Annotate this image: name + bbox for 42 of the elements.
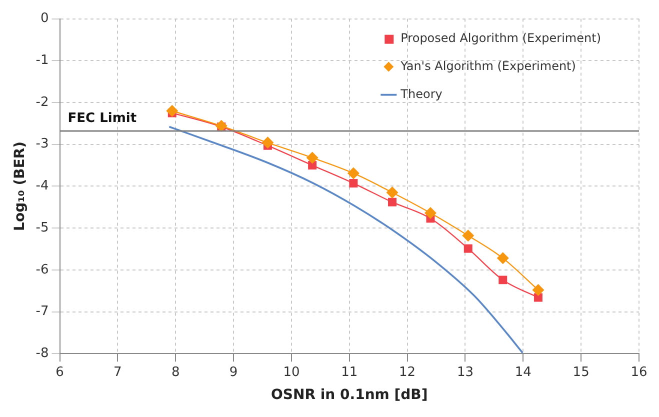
line-series — [168, 126, 524, 354]
point — [462, 230, 474, 242]
x-tick-label: 10 — [283, 364, 300, 380]
point — [306, 152, 318, 164]
y-axis-title: Log₁₀ (BER) — [12, 141, 28, 231]
y-tick-label: -1 — [36, 53, 49, 68]
x-tick-label: 6 — [56, 364, 64, 380]
x-tick-label: 7 — [114, 364, 122, 380]
point — [262, 136, 274, 149]
y-tick-label: -6 — [36, 262, 49, 278]
ref-line-label: FEC Limit — [68, 110, 137, 126]
point — [349, 179, 358, 188]
point — [347, 167, 360, 180]
point — [166, 104, 178, 117]
x-tick-label: 9 — [229, 364, 238, 380]
y-tick-label: -5 — [36, 220, 49, 236]
x-tick-label: 16 — [630, 364, 648, 380]
point — [498, 276, 508, 284]
point — [388, 198, 396, 206]
y-tick-label: -3 — [36, 136, 49, 152]
x-axis-title: OSNR in 0.1nm [dB] — [271, 387, 428, 404]
y-tick-label: -2 — [36, 94, 49, 110]
point — [464, 244, 472, 253]
x-tick-label: 15 — [572, 364, 590, 380]
x-tick-label: 13 — [456, 364, 474, 380]
legend-label: Yan's Algorithm (Experiment) — [400, 58, 576, 73]
point — [386, 186, 398, 198]
point — [215, 120, 228, 132]
point — [496, 252, 509, 264]
x-tick-label: 8 — [171, 364, 180, 380]
y-tick-label: 0 — [40, 11, 49, 26]
x-tick-label: 11 — [341, 364, 358, 380]
y-tick-label: -4 — [36, 178, 49, 194]
legend-label: Proposed Algorithm (Experiment) — [400, 30, 601, 45]
y-tick-label: -7 — [36, 304, 49, 320]
x-tick-label: 12 — [399, 364, 416, 380]
legend-label: Theory — [400, 86, 442, 101]
point — [424, 206, 436, 219]
point — [532, 284, 544, 296]
point — [534, 293, 542, 302]
y-tick-label: -8 — [36, 346, 49, 361]
x-tick-label: 14 — [514, 364, 532, 380]
